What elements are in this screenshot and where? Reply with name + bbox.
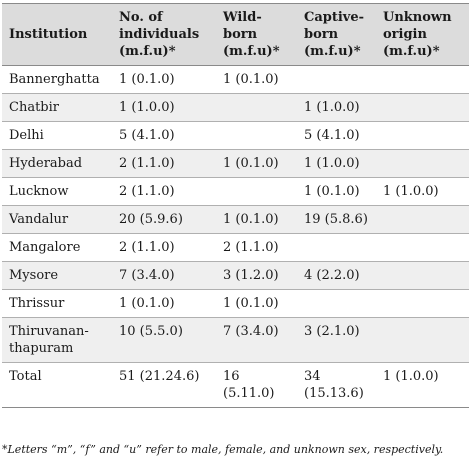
cell-wild-born: 7 (3.4.0) — [216, 317, 297, 363]
table-row: Delhi 5 (4.1.0) 5 (4.1.0) — [2, 121, 469, 150]
cell-wild-born: 3 (1.2.0) — [216, 261, 297, 290]
cell-wild-born: 1 (0.1.0) — [216, 205, 297, 234]
cell-captive-born: 3 (2.1.0) — [297, 317, 376, 363]
cell-captive-born: 5 (4.1.0) — [297, 121, 376, 150]
cell-institution: Vandalur — [2, 205, 112, 234]
table-row: Total 51 (21.24.6) 16 (5.11.0) 34 (15.13.6)… — [2, 362, 469, 408]
table-row: Bannerghatta 1 (0.1.0) 1 (0.1.0) — [2, 65, 469, 94]
cell-unknown-origin: 1 (1.0.0) — [376, 362, 469, 408]
header-no-of-individuals: No. of individuals (m.f.u)* — [112, 3, 216, 66]
cell-captive-born — [297, 65, 376, 94]
cell-unknown-origin — [376, 149, 469, 178]
cell-unknown-origin — [376, 93, 469, 122]
cell-wild-born: 1 (0.1.0) — [216, 289, 297, 318]
cell-individuals: 2 (1.1.0) — [112, 177, 216, 206]
cell-wild-born — [216, 177, 297, 206]
cell-captive-born: 1 (0.1.0) — [297, 177, 376, 206]
cell-wild-born: 1 (0.1.0) — [216, 149, 297, 178]
cell-unknown-origin — [376, 121, 469, 150]
table-row: Mysore 7 (3.4.0) 3 (1.2.0) 4 (2.2.0) — [2, 261, 469, 290]
table-row: Thrissur 1 (0.1.0) 1 (0.1.0) — [2, 289, 469, 318]
cell-wild-born — [216, 93, 297, 122]
cell-individuals: 1 (0.1.0) — [112, 65, 216, 94]
cell-unknown-origin — [376, 317, 469, 363]
institution-table: Institution No. of individuals (m.f.u)* … — [2, 3, 469, 408]
cell-captive-born: 34 (15.13.6) — [297, 362, 376, 408]
cell-institution: Bannerghatta — [2, 65, 112, 94]
table-row: Thiruvanan-thapuram 10 (5.5.0) 7 (3.4.0) 3 … — [2, 317, 469, 363]
cell-institution: Hyderabad — [2, 149, 112, 178]
cell-individuals: 2 (1.1.0) — [112, 149, 216, 178]
header-institution: Institution — [2, 3, 112, 66]
cell-unknown-origin — [376, 205, 469, 234]
cell-institution: Mysore — [2, 261, 112, 290]
header-wild-born: Wild-born (m.f.u)* — [216, 3, 297, 66]
cell-unknown-origin — [376, 261, 469, 290]
cell-individuals: 2 (1.1.0) — [112, 233, 216, 262]
header-unknown-origin: Unknown origin (m.f.u)* — [376, 3, 469, 66]
cell-individuals: 1 (0.1.0) — [112, 289, 216, 318]
cell-captive-born: 19 (5.8.6) — [297, 205, 376, 234]
table-row: Mangalore 2 (1.1.0) 2 (1.1.0) — [2, 233, 469, 262]
table-header-row: Institution No. of individuals (m.f.u)* … — [2, 3, 469, 66]
cell-captive-born: 4 (2.2.0) — [297, 261, 376, 290]
cell-institution: Total — [2, 362, 112, 408]
cell-institution: Mangalore — [2, 233, 112, 262]
cell-captive-born: 1 (1.0.0) — [297, 93, 376, 122]
cell-individuals: 20 (5.9.6) — [112, 205, 216, 234]
cell-institution: Chatbir — [2, 93, 112, 122]
cell-unknown-origin — [376, 65, 469, 94]
cell-wild-born: 1 (0.1.0) — [216, 65, 297, 94]
cell-captive-born: 1 (1.0.0) — [297, 149, 376, 178]
table-row: Chatbir 1 (1.0.0) 1 (1.0.0) — [2, 93, 469, 122]
cell-individuals: 7 (3.4.0) — [112, 261, 216, 290]
table-row: Lucknow 2 (1.1.0) 1 (0.1.0) 1 (1.0.0) — [2, 177, 469, 206]
table-row: Vandalur 20 (5.9.6) 1 (0.1.0) 19 (5.8.6) — [2, 205, 469, 234]
cell-wild-born: 2 (1.1.0) — [216, 233, 297, 262]
cell-individuals: 1 (1.0.0) — [112, 93, 216, 122]
cell-wild-born: 16 (5.11.0) — [216, 362, 297, 408]
cell-individuals: 5 (4.1.0) — [112, 121, 216, 150]
cell-institution: Thiruvanan-thapuram — [2, 317, 112, 363]
cell-captive-born — [297, 289, 376, 318]
cell-captive-born — [297, 233, 376, 262]
cell-institution: Lucknow — [2, 177, 112, 206]
cell-wild-born — [216, 121, 297, 150]
table-row: Hyderabad 2 (1.1.0) 1 (0.1.0) 1 (1.0.0) — [2, 149, 469, 178]
cell-individuals: 51 (21.24.6) — [112, 362, 216, 408]
cell-unknown-origin — [376, 289, 469, 318]
cell-unknown-origin: 1 (1.0.0) — [376, 177, 469, 206]
header-captive-born: Captive-born (m.f.u)* — [297, 3, 376, 66]
cell-unknown-origin — [376, 233, 469, 262]
cell-institution: Thrissur — [2, 289, 112, 318]
cell-institution: Delhi — [2, 121, 112, 150]
cell-individuals: 10 (5.5.0) — [112, 317, 216, 363]
table-footnote: *Letters “m”, “f” and “u” refer to male,… — [2, 443, 444, 456]
